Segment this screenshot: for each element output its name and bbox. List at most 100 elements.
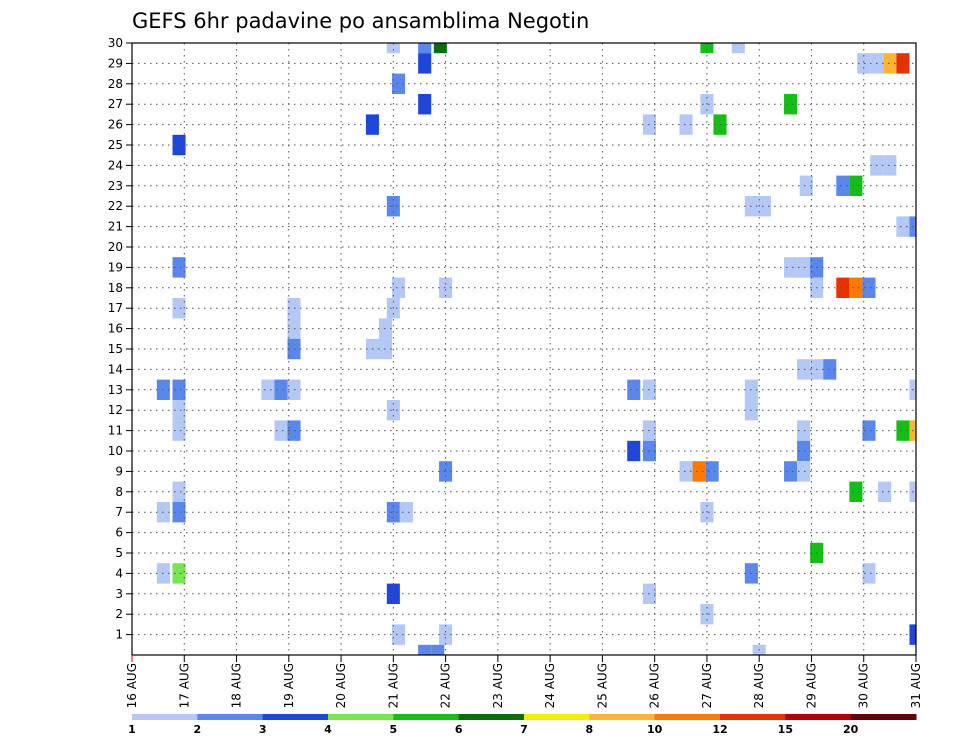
heatmap-cell xyxy=(784,94,798,115)
y-tick-label: 30 xyxy=(108,36,123,50)
heatmap-cell xyxy=(757,196,771,217)
heatmap-cell xyxy=(418,94,432,115)
heatmap-cell xyxy=(433,43,447,54)
heatmap-cell xyxy=(386,43,400,54)
heatmap-cell xyxy=(896,53,910,74)
heatmap-cell xyxy=(261,379,275,400)
heatmap-cell xyxy=(883,155,897,176)
heatmap-cell xyxy=(418,644,432,655)
x-tick-label: 21 AUG xyxy=(386,663,400,708)
colorbar-segment xyxy=(589,714,656,720)
y-tick-label: 13 xyxy=(108,383,123,397)
y-axis: 1234567891011121314151617181920212223242… xyxy=(108,36,132,642)
heatmap-cell xyxy=(784,461,798,482)
y-tick-label: 12 xyxy=(108,403,123,417)
heatmap-cell xyxy=(700,43,714,54)
colorbar-label: 8 xyxy=(586,723,594,736)
x-tick-label: 30 AUG xyxy=(857,663,871,708)
heatmap-cell xyxy=(797,359,811,380)
heatmap-cell xyxy=(849,481,863,502)
y-tick-label: 1 xyxy=(115,628,123,642)
heatmap-cell xyxy=(679,114,693,135)
colorbar-segment xyxy=(328,714,394,720)
heatmap-cell xyxy=(418,43,432,54)
colorbar-segment xyxy=(524,714,590,720)
heatmap-cell xyxy=(439,624,453,645)
y-tick-label: 20 xyxy=(108,240,123,254)
heatmap-cell xyxy=(731,43,745,54)
x-tick-label: 29 AUG xyxy=(804,663,818,708)
colorbar-segment xyxy=(458,714,525,720)
heatmap-cell xyxy=(797,440,811,462)
heatmap-cell xyxy=(799,175,813,196)
y-tick-label: 16 xyxy=(108,322,123,336)
y-tick-label: 10 xyxy=(108,444,123,458)
heatmap-cell xyxy=(797,420,811,441)
colorbar-segment xyxy=(720,714,786,720)
colorbar-label: 15 xyxy=(778,723,793,736)
heatmap-cell xyxy=(849,277,863,298)
heatmap-cell xyxy=(172,134,186,156)
y-tick-label: 17 xyxy=(108,301,123,315)
y-tick-label: 15 xyxy=(108,342,123,356)
y-tick-label: 6 xyxy=(115,526,123,540)
y-tick-label: 23 xyxy=(108,179,123,193)
x-tick-label: 19 AUG xyxy=(282,663,296,708)
y-tick-label: 25 xyxy=(108,138,123,152)
heatmap-cell xyxy=(172,420,186,441)
x-tick-label: 22 AUG xyxy=(439,663,453,708)
heatmap-cell xyxy=(172,400,186,421)
colorbar-segment xyxy=(132,714,198,720)
colorbar-segment xyxy=(393,714,460,720)
heatmap-cell xyxy=(836,277,850,298)
y-tick-label: 9 xyxy=(115,464,123,478)
x-tick-label: 28 AUG xyxy=(752,663,766,708)
heatmap-cell xyxy=(883,53,897,74)
heatmap-cell xyxy=(862,420,876,441)
y-tick-label: 28 xyxy=(108,77,123,91)
heatmap-cell xyxy=(392,624,406,645)
colorbar-label: 1 xyxy=(128,723,136,736)
heatmap-cell xyxy=(172,257,186,278)
y-tick-label: 24 xyxy=(108,158,123,172)
heatmap-cell xyxy=(439,461,453,482)
heatmap-cell xyxy=(896,216,910,237)
colorbar-segment xyxy=(262,714,329,720)
colorbar-label: 12 xyxy=(712,723,727,736)
x-tick-label: 16 AUG xyxy=(125,663,139,708)
heatmap-cell xyxy=(679,461,693,482)
colorbar-label: 10 xyxy=(647,723,663,736)
colorbar-label: 6 xyxy=(455,723,463,736)
heatmap-cell xyxy=(878,481,892,502)
y-tick-label: 18 xyxy=(108,281,123,295)
heatmap-cell xyxy=(896,420,910,441)
heatmap-cell xyxy=(172,298,186,319)
heatmap-cell xyxy=(172,379,186,400)
heatmap-cell xyxy=(836,175,850,196)
heatmap-cells xyxy=(156,43,916,655)
heatmap-cell xyxy=(692,461,706,482)
x-tick-label: 27 AUG xyxy=(700,663,714,708)
colorbar-legend: 1 2 3 4 5 6 7 8 10 12 15 20 xyxy=(128,714,917,736)
heatmap-cell xyxy=(274,379,288,400)
heatmap-cell xyxy=(627,440,641,462)
heatmap-cell xyxy=(797,461,811,482)
heatmap-cell xyxy=(418,53,432,74)
heatmap-cell xyxy=(862,563,876,584)
heatmap-cell xyxy=(172,481,186,502)
x-tick-label: 23 AUG xyxy=(491,663,505,708)
x-tick-label: 25 AUG xyxy=(595,663,609,708)
y-tick-label: 11 xyxy=(108,424,123,438)
y-tick-label: 19 xyxy=(108,260,123,274)
heatmap-cell xyxy=(797,257,811,278)
colorbar-label: 3 xyxy=(259,723,267,736)
heatmap-cell xyxy=(274,420,288,441)
chart-title: GEFS 6hr padavine po ansamblima Negotin xyxy=(132,9,589,33)
colorbar-label: 7 xyxy=(520,723,528,736)
colorbar-segment xyxy=(654,714,721,720)
y-tick-label: 4 xyxy=(115,566,123,580)
heatmap-cell xyxy=(862,277,876,298)
x-tick-label: 17 AUG xyxy=(177,663,191,708)
y-tick-label: 14 xyxy=(108,362,123,376)
